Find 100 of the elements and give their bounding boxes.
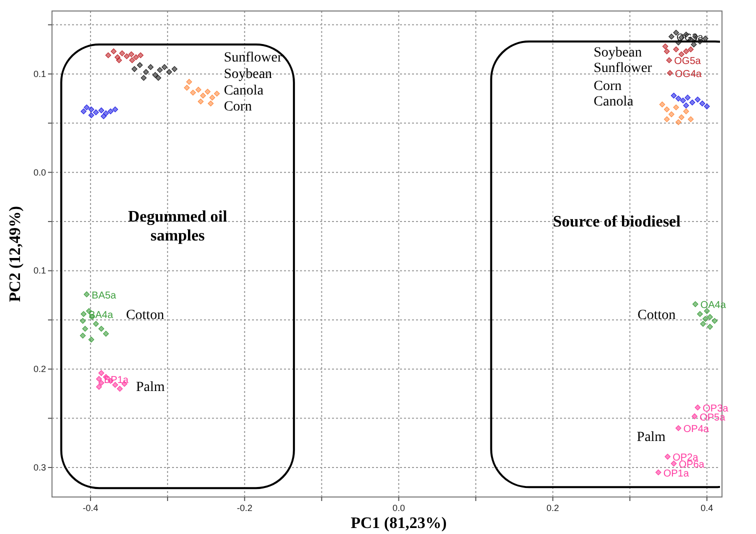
point [96,384,102,390]
data-label: OP1a [663,468,690,480]
point [692,413,698,420]
point [666,57,672,64]
point [675,425,682,432]
point [80,108,86,114]
point [198,98,204,104]
point [172,66,178,72]
annotation: Degummed oil samples [128,208,228,245]
x-tick-label: 0.4 [700,503,714,513]
point [143,69,149,75]
point [132,66,138,72]
point [128,51,134,58]
point [156,67,163,73]
point [110,48,117,54]
point [680,98,686,104]
point [80,318,86,324]
point [80,332,86,339]
point [166,69,172,75]
point [662,44,668,50]
point [675,119,682,126]
y-tick-label: 0.0 [33,167,46,178]
point [688,46,694,52]
point [707,314,713,320]
point [692,301,698,308]
annotation: Sunflower [594,61,652,76]
y-tick-label: 0.1 [33,266,46,276]
point [105,52,112,58]
x-tick-label: -0.4 [82,503,98,513]
data-label: OP4a [683,424,710,436]
point [93,109,99,116]
point [190,90,196,96]
point [103,110,109,116]
point [80,311,86,317]
point [683,102,689,108]
point [116,386,123,392]
point [700,320,706,327]
point [209,94,216,100]
point [136,62,143,68]
point [103,330,109,337]
annotation: Soybean [594,45,642,60]
point [673,104,679,110]
x-tick-label: 0.2 [546,503,560,513]
y-tick-label: 0.1 [33,68,46,79]
x-tick-label: -0.2 [236,503,252,513]
point [138,52,144,58]
point [208,100,214,106]
point [694,404,701,410]
point [195,86,202,93]
point [702,316,708,322]
data-label: OG3a [676,32,704,44]
point [683,48,689,54]
point [108,108,114,114]
point [98,326,104,332]
point [204,88,211,95]
point [688,116,694,122]
y-tick-label: 0.3 [33,462,46,472]
point [659,102,666,108]
annotation: Canola [594,94,634,110]
annotation: Cotton [638,308,676,324]
point [133,54,139,60]
point [129,57,136,64]
point [155,75,162,81]
point [100,113,107,120]
point [675,96,682,102]
point [668,34,674,40]
annotation: Soybean [224,66,272,82]
annotation: Cotton [126,308,164,324]
point [697,311,703,317]
point [667,70,673,76]
x-axis-title: PC1 (81,23%) [350,515,447,532]
point [690,42,697,48]
point [93,320,99,327]
point [124,53,130,60]
annotation: Sunflower [224,50,282,66]
point [655,470,662,476]
point [694,96,701,102]
point [184,84,190,91]
point [664,454,671,460]
point [119,50,126,56]
point [98,380,104,386]
x-tick-label: 0.0 [392,503,405,513]
annotation: Palm [636,430,666,446]
point [96,376,102,382]
point [678,114,684,120]
point [98,107,104,114]
point [684,94,691,100]
point [670,92,677,99]
point [707,324,713,330]
annotation: Canola [224,84,264,99]
point [152,72,158,78]
point [98,370,104,376]
point [186,78,192,85]
point [683,108,689,114]
point [162,64,168,70]
data-label: BA5a [92,290,117,302]
data-label: OG5a [674,56,702,68]
point [673,46,679,52]
annotation: Source of biodiesel [552,214,682,231]
point [689,100,696,106]
